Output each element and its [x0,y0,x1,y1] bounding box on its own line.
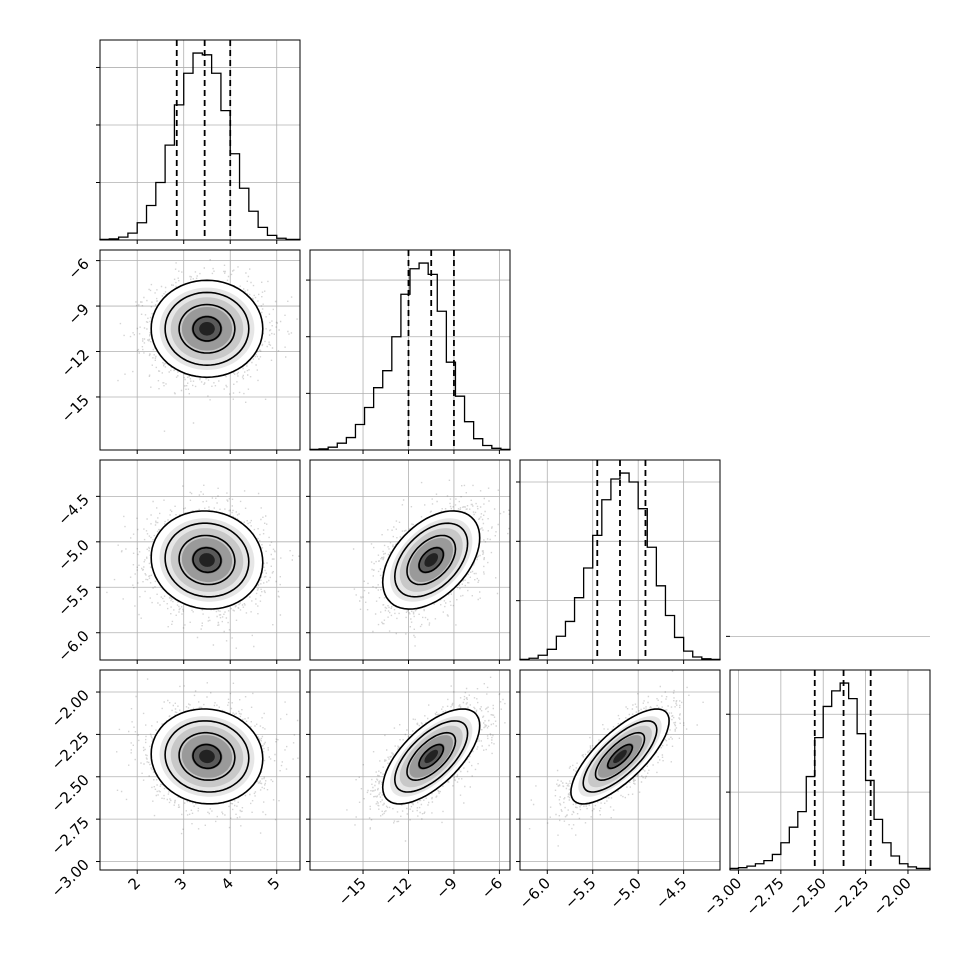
x-tick-label: −9 [432,874,460,902]
y-tick-label: −2.00 [48,686,93,731]
scatter-panel-1-3 [309,669,511,871]
x-tick-label: 2 [125,874,144,893]
histogram-panel-0 [96,39,301,241]
contour-line [178,303,236,354]
contour-line [178,534,236,586]
contour-line [606,743,634,770]
contour-line [192,743,222,770]
density-fill [424,749,438,764]
density-fill [199,553,215,567]
y-tick-label: −2.50 [48,771,93,816]
panel-frame [99,39,301,241]
x-tick-label: −4.5 [652,874,690,912]
x-tick-label: −12 [380,874,415,909]
x-tick-label: −15 [335,874,370,909]
contour-line [192,315,222,342]
x-tick-label: 3 [171,874,190,893]
contour-line [150,708,264,805]
scatter-panel-0-2 [99,459,301,661]
y-tick-label: −2.75 [48,813,93,858]
contour-line [418,743,445,770]
density-fill [424,553,438,567]
contour-line [150,510,264,610]
contour-line [178,731,236,781]
x-tick-label: −2.75 [742,874,787,919]
panel-frame [729,669,931,871]
contour-line [418,546,445,574]
contour-line [582,720,658,793]
x-tick-label: −3.00 [700,874,745,919]
x-tick-label: −5.0 [607,874,645,912]
contour-line [406,731,457,782]
panel-frame [309,249,511,451]
histogram-step [519,472,721,661]
x-tick-label: 4 [218,874,237,893]
y-tick-label: −2.25 [48,729,93,774]
histogram-panel-3 [726,635,931,871]
contour-line [393,720,469,793]
scatter-panel-0-1 [99,249,301,451]
contour-line [381,708,481,805]
histogram-panel-2 [516,459,721,661]
scatter-panel-0-3 [99,669,301,871]
contour-line [594,731,646,782]
contour-line [381,510,481,610]
x-tick-label: −5.5 [561,874,599,912]
y-tick-label: −6.0 [54,627,92,665]
histogram-step [309,262,511,451]
contour-line [570,708,670,805]
histogram-panel-1 [306,249,511,451]
x-tick-label: −2.25 [827,874,872,919]
y-tick-label: −4.5 [54,490,92,528]
x-tick-label: −6 [478,874,506,902]
contour-line [150,279,264,379]
panel-frame [519,459,721,661]
panel-frame [309,459,511,661]
panel-frame [99,459,301,661]
y-tick-label: −12 [58,346,93,381]
scatter-panel-1-2 [309,459,511,661]
panel-frame [99,669,301,871]
contour-line [406,534,457,586]
density-fill [199,322,215,336]
x-tick-label: −2.50 [785,874,830,919]
contour-line [164,291,250,367]
y-tick-label: −9 [64,300,92,328]
y-tick-label: −5.0 [54,536,92,574]
y-tick-label: −15 [58,391,93,426]
x-tick-label: 5 [264,874,283,893]
y-tick-label: −3.00 [48,856,93,901]
density-fill [613,749,627,764]
y-tick-label: −6 [64,255,92,283]
contour-line [164,522,250,598]
histogram-step [729,682,931,870]
panel-frame [519,669,721,871]
density-fill [199,749,215,764]
x-tick-label: −2.00 [870,874,915,919]
histogram-step [99,52,301,241]
contour-line [192,546,222,574]
scatter-panel-2-3 [519,669,721,871]
x-tick-label: −6.0 [516,874,554,912]
panel-frame [99,249,301,451]
y-tick-label: −5.5 [54,581,92,619]
contour-line [164,720,250,793]
contour-line [393,522,469,598]
panel-frame [309,669,511,871]
